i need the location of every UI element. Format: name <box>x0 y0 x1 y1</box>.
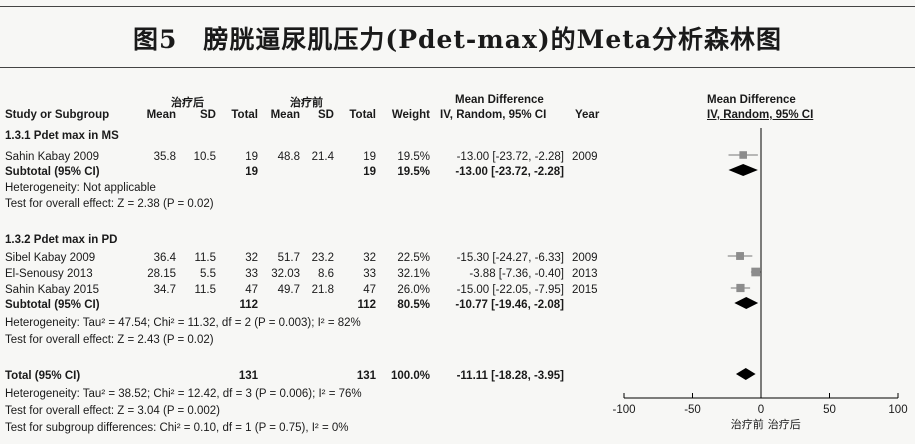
sd1-col-header: SD <box>200 109 216 121</box>
favours-right-label: 治疗后 <box>768 417 801 431</box>
summary-diamond <box>728 164 758 176</box>
weight: 26.0% <box>397 284 430 296</box>
total1-col-header: Total <box>231 109 258 121</box>
x-tick-label: 100 <box>888 404 907 416</box>
year-col-header: Year <box>575 109 600 121</box>
mean2: 51.7 <box>277 252 300 264</box>
total-overall-effect-text: Test for overall effect: Z = 3.04 (P = 0… <box>5 405 220 417</box>
summary-diamond <box>734 297 759 309</box>
heterogeneity-text: Heterogeneity: Not applicable <box>5 182 156 194</box>
total-label: Total (95% CI) <box>5 370 81 382</box>
mean1: 28.15 <box>147 268 176 280</box>
sd1: 5.5 <box>200 268 216 280</box>
subtotal-total1: 19 <box>245 166 258 178</box>
mean1: 34.7 <box>153 284 176 296</box>
total-weight: 100.0% <box>390 370 430 382</box>
title-rule <box>0 67 915 68</box>
year: 2009 <box>572 252 598 264</box>
subgroup-difference-text: Test for subgroup differences: Chi² = 0.… <box>5 422 349 434</box>
study-square-marker <box>751 267 761 277</box>
weight: 22.5% <box>397 252 430 264</box>
mean1: 36.4 <box>153 252 176 264</box>
plot-method-header: IV, Random, 95% CI <box>707 109 814 121</box>
total2: 32 <box>363 252 376 264</box>
weight: 19.5% <box>397 151 430 163</box>
favours-left-label: 治疗前 <box>731 417 764 431</box>
total2: 19 <box>363 151 376 163</box>
study-col-header: Study or Subgroup <box>5 109 110 121</box>
year: 2009 <box>572 151 598 163</box>
sd1: 10.5 <box>193 151 216 163</box>
mean1-col-header: Mean <box>146 109 176 121</box>
study-name: Sahin Kabay 2009 <box>5 151 99 163</box>
plot-header: Mean Difference <box>707 94 796 106</box>
sd2-col-header: SD <box>318 109 334 121</box>
subtotal-label: Subtotal (95% CI) <box>5 166 100 178</box>
subtotal-ci: -10.77 [-19.46, -2.08] <box>455 299 564 311</box>
subtotal-total2: 19 <box>363 166 376 178</box>
sd2: 21.4 <box>311 151 334 163</box>
group-ctl-header: 治疗前 <box>290 96 323 109</box>
overall-effect-text: Test for overall effect: Z = 2.43 (P = 0… <box>5 334 214 346</box>
weight: 32.1% <box>397 268 430 280</box>
sd2: 23.2 <box>311 252 334 264</box>
study-name: Sahin Kabay 2015 <box>5 284 99 296</box>
total1: 47 <box>245 284 258 296</box>
ci: -15.00 [-22.05, -7.95] <box>456 284 564 296</box>
study-square-marker <box>736 252 744 260</box>
study-name: El-Senousy 2013 <box>5 268 93 280</box>
ci: -3.88 [-7.36, -0.40] <box>469 268 564 280</box>
total1: 32 <box>245 252 258 264</box>
mean1: 35.8 <box>153 151 176 163</box>
sd1: 11.5 <box>194 252 216 264</box>
total2-col-header: Total <box>349 109 376 121</box>
sd1: 11.5 <box>194 284 216 296</box>
study-square-marker <box>736 283 745 293</box>
x-tick-label: -100 <box>612 404 635 416</box>
subtotal-ci: -13.00 [-23.72, -2.28] <box>455 166 564 178</box>
ci: -13.00 [-23.72, -2.28] <box>456 151 564 163</box>
mean2-col-header: Mean <box>270 109 300 121</box>
summary-diamond <box>735 368 756 380</box>
subtotal-weight: 80.5% <box>397 299 430 311</box>
total2: 33 <box>363 268 376 280</box>
total1: 33 <box>245 268 258 280</box>
x-tick-label: 50 <box>823 404 836 416</box>
x-tick-label: -50 <box>684 404 701 416</box>
total1: 19 <box>245 151 258 163</box>
overall-effect-text: Test for overall effect: Z = 2.38 (P = 0… <box>5 198 214 210</box>
subgroup-1-title: 1.3.1 Pdet max in MS <box>5 130 119 142</box>
heterogeneity-text: Heterogeneity: Tau² = 47.54; Chi² = 11.3… <box>5 317 361 329</box>
group-exp-header: 治疗后 <box>171 96 204 109</box>
total-heterogeneity-text: Heterogeneity: Tau² = 38.52; Chi² = 12.4… <box>5 388 362 400</box>
sd2: 21.8 <box>311 284 334 296</box>
total-total2: 131 <box>356 370 376 382</box>
total-total1: 131 <box>238 370 258 382</box>
year: 2015 <box>572 284 598 296</box>
study-name: Sibel Kabay 2009 <box>5 252 96 264</box>
ci: -15.30 [-24.27, -6.33] <box>456 252 564 264</box>
year: 2013 <box>572 268 598 280</box>
x-tick-label: 0 <box>758 404 764 416</box>
md-header: Mean Difference <box>455 94 544 106</box>
mean2: 49.7 <box>277 284 300 296</box>
subtotal-weight: 19.5% <box>397 166 430 178</box>
study-square-marker <box>739 151 747 159</box>
subtotal-total1: 112 <box>239 299 258 311</box>
total2: 47 <box>363 284 376 296</box>
top-rule <box>0 6 915 7</box>
total-ci: -11.11 [-18.28, -3.95] <box>456 370 564 382</box>
md-method-header: IV, Random, 95% CI <box>440 109 547 121</box>
subtotal-label: Subtotal (95% CI) <box>5 299 100 311</box>
subtotal-total2: 112 <box>357 299 376 311</box>
subgroup-2-title: 1.3.2 Pdet max in PD <box>5 234 118 246</box>
mean2: 32.03 <box>271 268 300 280</box>
weight-col-header: Weight <box>391 109 430 121</box>
mean2: 48.8 <box>277 151 300 163</box>
sd2: 8.6 <box>318 268 334 280</box>
figure-title: 图5 膀胱逼尿肌压力(Pdet-max)的Meta分析森林图 <box>132 25 783 54</box>
